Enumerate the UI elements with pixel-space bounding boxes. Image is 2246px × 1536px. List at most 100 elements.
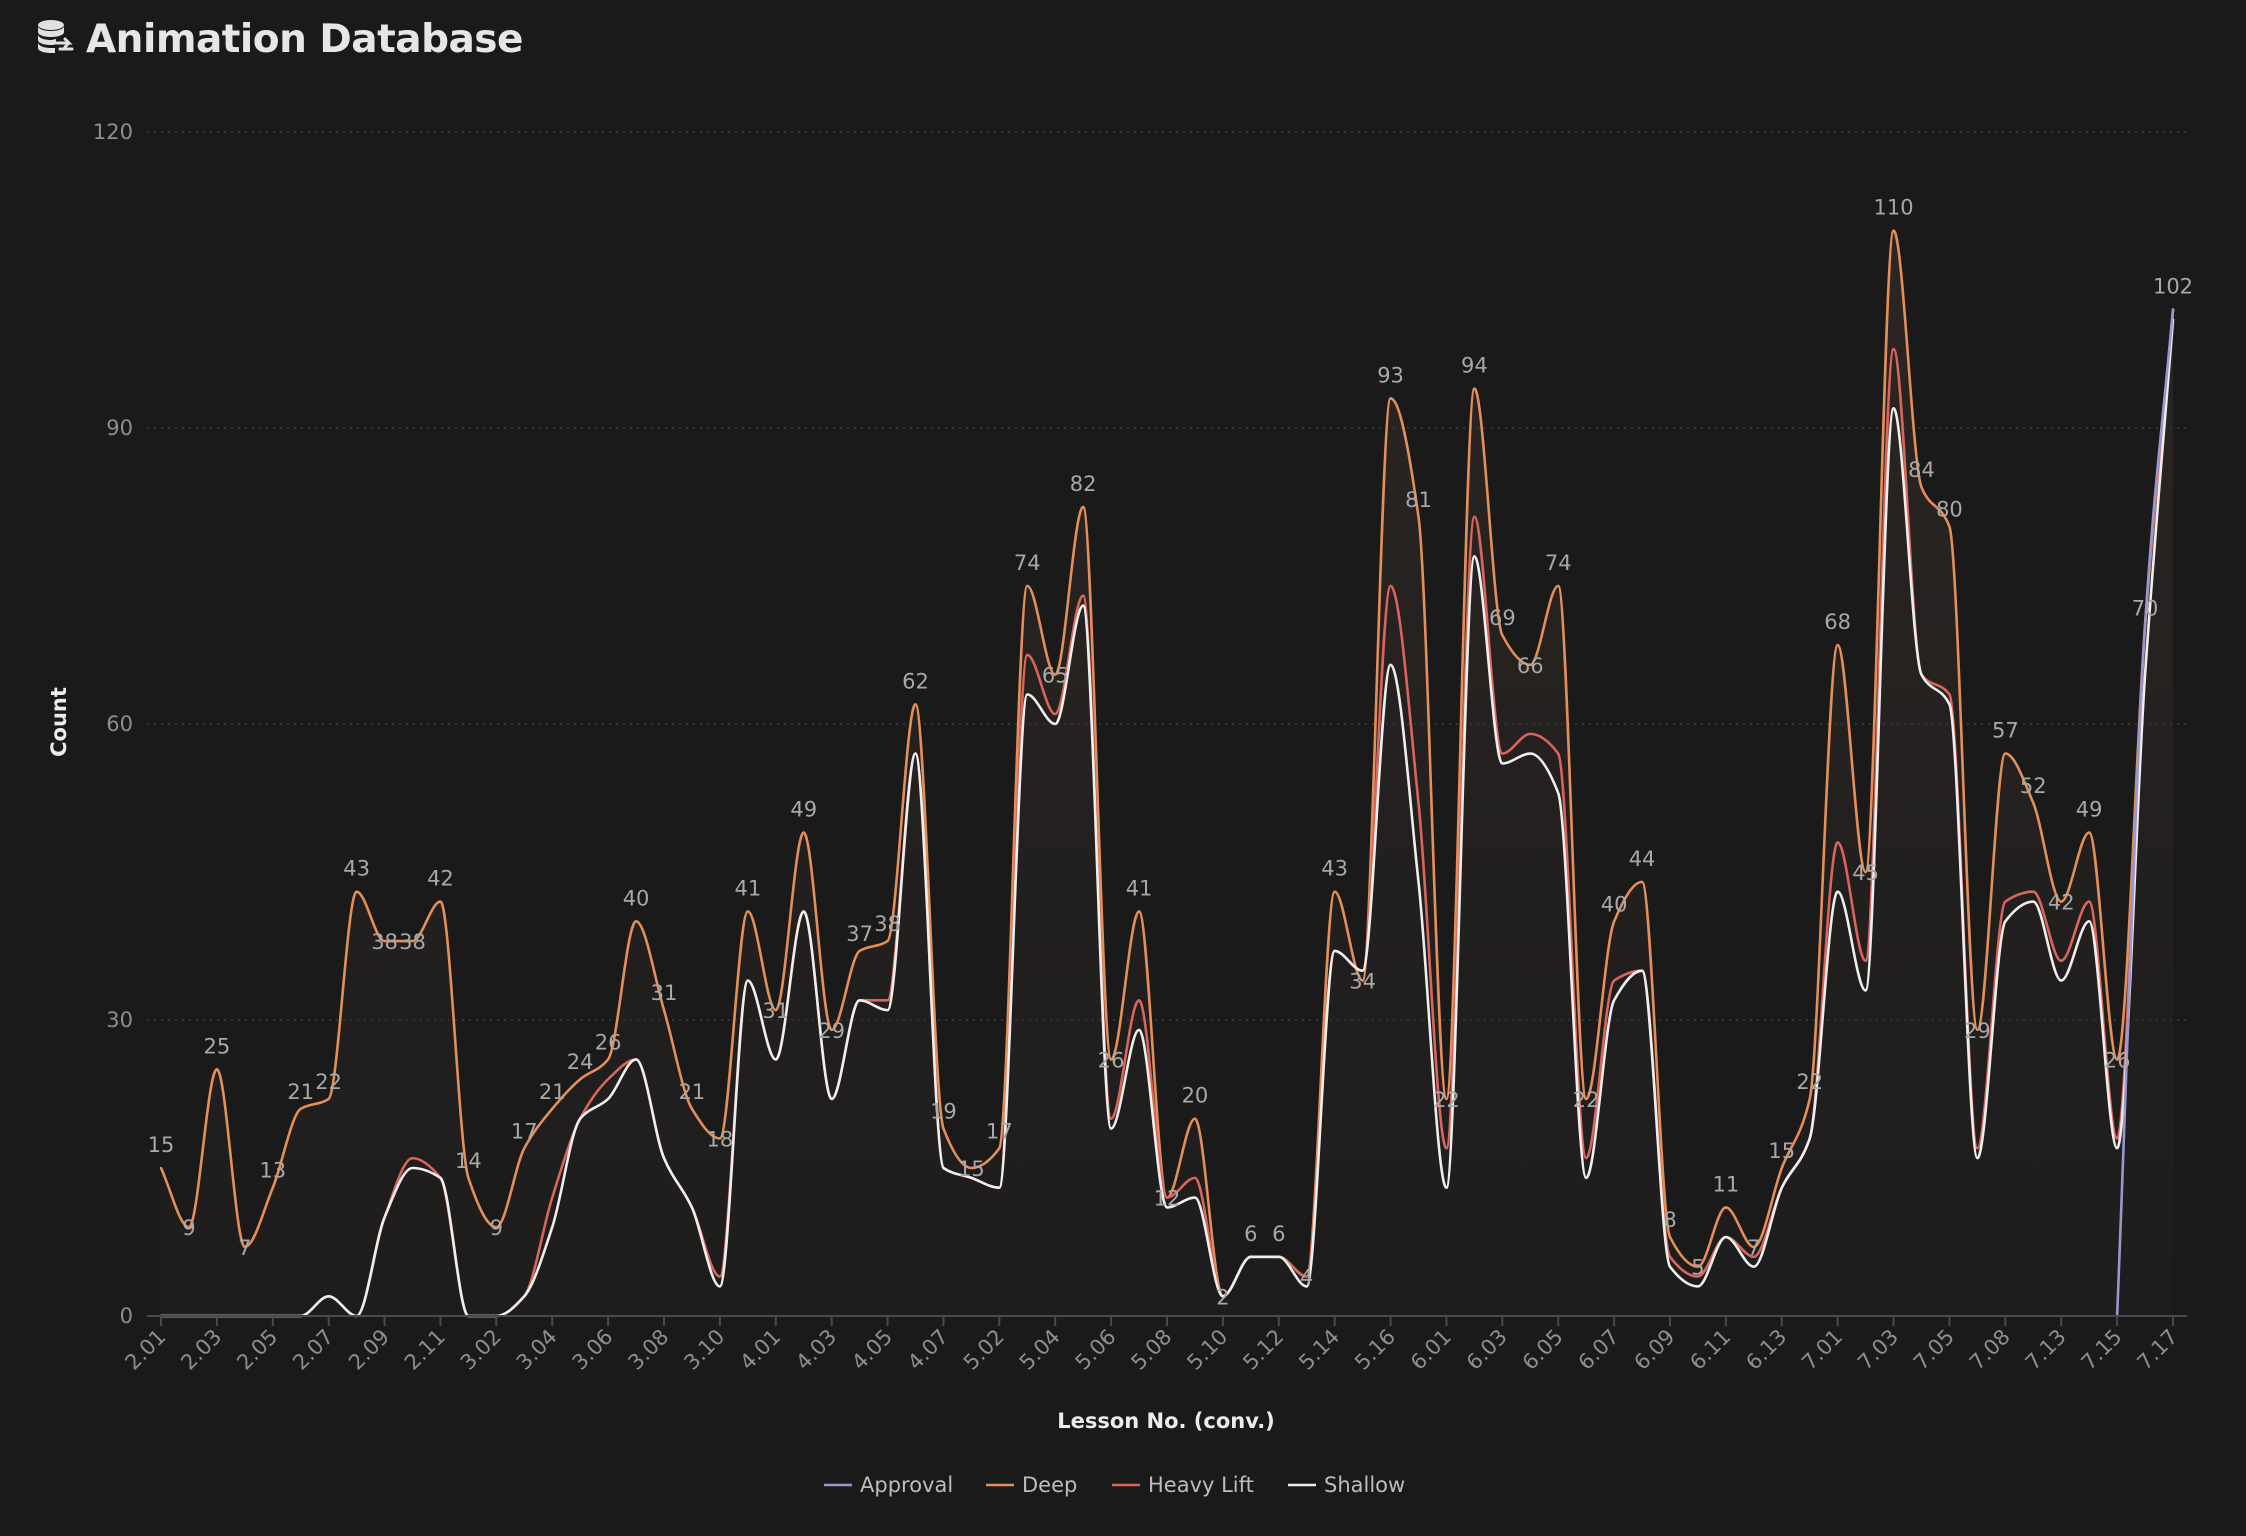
x-tick-label: 3.06 <box>568 1325 618 1375</box>
data-label: 12 <box>1154 1187 1181 1211</box>
data-label: 26 <box>595 1030 622 1054</box>
data-label: 93 <box>1377 363 1404 387</box>
data-label: 94 <box>1461 354 1488 378</box>
data-label: 68 <box>1824 610 1851 634</box>
data-label: 17 <box>986 1119 1013 1143</box>
data-label: 21 <box>539 1080 566 1104</box>
x-axis-title: Lesson No. (conv.) <box>1057 1409 1275 1433</box>
page-title: Animation Database <box>86 16 523 62</box>
data-label: 9 <box>182 1216 195 1240</box>
series-line-approval <box>2115 308 2175 1318</box>
data-label: 110 <box>1874 196 1914 220</box>
data-label: 20 <box>1182 1084 1209 1108</box>
x-tick-label: 6.07 <box>1574 1325 1624 1375</box>
data-label: 8 <box>1663 1208 1676 1232</box>
x-tick-label: 2.03 <box>176 1325 226 1375</box>
data-label: 69 <box>1489 606 1516 630</box>
data-label: 22 <box>1573 1088 1600 1112</box>
data-label: 29 <box>1964 1019 1991 1043</box>
legend-item-approval[interactable]: Approval <box>824 1473 953 1497</box>
legend-label: Deep <box>1022 1473 1077 1497</box>
data-label: 22 <box>315 1070 342 1094</box>
y-tick-label: 90 <box>106 416 133 440</box>
data-label: 38 <box>371 930 398 954</box>
x-tick-label: 6.03 <box>1462 1325 1512 1375</box>
data-label: 42 <box>427 867 454 891</box>
x-tick-label: 5.12 <box>1238 1325 1288 1375</box>
data-label: 57 <box>1992 719 2019 743</box>
legend-label: Approval <box>860 1473 953 1497</box>
data-label: 15 <box>148 1133 175 1157</box>
y-axis-title: Count <box>47 687 71 757</box>
y-tick-label: 0 <box>120 1304 133 1328</box>
data-label: 15 <box>958 1157 985 1181</box>
data-label: 6 <box>1244 1222 1257 1246</box>
x-tick-label: 7.01 <box>1797 1325 1847 1375</box>
x-tick-label: 3.10 <box>679 1325 729 1375</box>
data-label: 9 <box>490 1216 503 1240</box>
y-tick-label: 120 <box>93 120 133 144</box>
x-tick-label: 6.05 <box>1518 1325 1568 1375</box>
data-label: 52 <box>2020 774 2047 798</box>
app-header: Animation Database <box>34 14 523 64</box>
x-tick-label: 7.17 <box>2132 1325 2182 1375</box>
data-label: 5 <box>1691 1256 1704 1280</box>
data-label: 25 <box>204 1034 231 1058</box>
data-label: 102 <box>2153 275 2193 299</box>
data-label: 18 <box>707 1127 734 1151</box>
data-label: 41 <box>734 876 761 900</box>
data-label: 45 <box>1852 861 1879 885</box>
data-label: 84 <box>1908 458 1935 482</box>
data-label: 70 <box>2132 596 2159 620</box>
x-tick-label: 4.03 <box>791 1325 841 1375</box>
series-lines <box>159 229 2175 1318</box>
data-label: 49 <box>2076 798 2103 822</box>
y-tick-label: 60 <box>106 712 133 736</box>
data-label: 26 <box>2104 1048 2131 1072</box>
data-label: 49 <box>790 798 817 822</box>
x-tick-label: 5.04 <box>1015 1325 1065 1375</box>
x-tick-label: 6.13 <box>1741 1325 1791 1375</box>
data-label: 29 <box>818 1019 845 1043</box>
data-label: 2 <box>1216 1285 1229 1309</box>
legend-item-deep[interactable]: Deep <box>986 1473 1077 1497</box>
x-tick-label: 7.03 <box>1853 1325 1903 1375</box>
database-icon <box>34 17 74 61</box>
legend-item-shallow[interactable]: Shallow <box>1288 1473 1405 1497</box>
data-label: 43 <box>1321 857 1348 881</box>
data-label: 4 <box>1300 1266 1313 1290</box>
legend-item-heavy-lift[interactable]: Heavy Lift <box>1112 1473 1254 1497</box>
data-label: 82 <box>1070 472 1097 496</box>
data-label: 74 <box>1014 551 1041 575</box>
data-label: 44 <box>1629 847 1656 871</box>
data-label: 37 <box>846 922 873 946</box>
data-label: 22 <box>1433 1088 1460 1112</box>
data-label: 31 <box>651 981 678 1005</box>
x-tick-label: 5.02 <box>959 1325 1009 1375</box>
x-tick-label: 6.09 <box>1629 1325 1679 1375</box>
data-label: 7 <box>238 1236 251 1260</box>
data-label: 19 <box>930 1100 957 1124</box>
data-label: 80 <box>1936 498 1963 522</box>
data-label: 34 <box>1349 970 1376 994</box>
data-label: 41 <box>1126 876 1153 900</box>
series-areas <box>161 230 2173 1316</box>
data-label: 38 <box>874 912 901 936</box>
data-label: 65 <box>1042 664 1069 688</box>
x-tick-label: 2.11 <box>400 1325 450 1375</box>
legend: Approval Deep Heavy Lift Shallow <box>824 1473 1405 1497</box>
data-label: 40 <box>623 886 650 910</box>
data-label: 11 <box>1713 1172 1740 1196</box>
x-tick-label: 6.11 <box>1685 1325 1735 1375</box>
data-label: 21 <box>287 1080 314 1104</box>
data-label: 6 <box>1272 1222 1285 1246</box>
data-label: 7 <box>1747 1236 1760 1260</box>
x-tick-label: 3.02 <box>456 1325 506 1375</box>
data-label: 17 <box>511 1119 538 1143</box>
data-label: 21 <box>679 1080 706 1104</box>
data-label: 40 <box>1601 892 1628 916</box>
x-tick-label: 5.06 <box>1071 1325 1121 1375</box>
x-tick-label: 3.04 <box>512 1325 562 1375</box>
